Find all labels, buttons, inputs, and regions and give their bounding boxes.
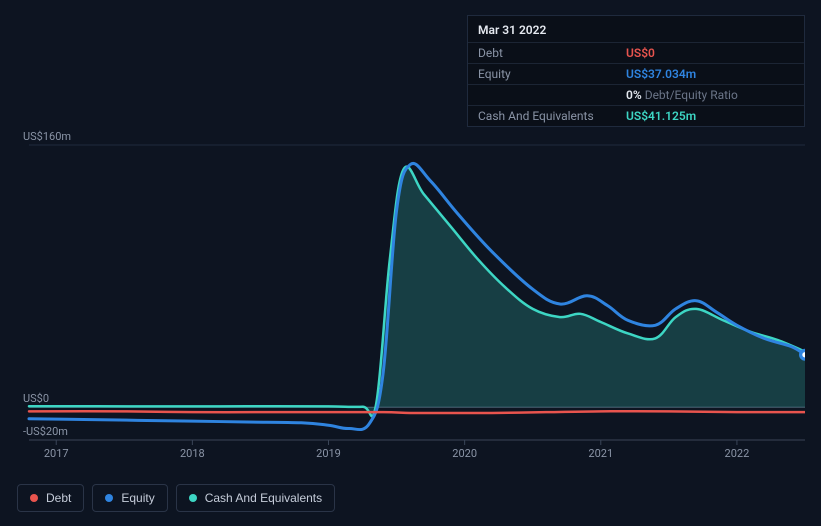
legend-item-debt[interactable]: Debt [17,484,84,512]
tooltip-rows: DebtUS$0EquityUS$37.034m0% Debt/Equity R… [468,42,804,126]
legend-dot [30,494,38,502]
legend-dot [105,494,113,502]
x-axis-label: 2021 [588,447,613,460]
legend-dot [189,494,197,502]
tooltip-row: DebtUS$0 [468,42,804,63]
x-axis-label: 2022 [725,447,750,460]
tooltip-row-value: US$41.125m [626,109,696,123]
legend: Debt Equity Cash And Equivalents [17,484,335,512]
tooltip-row: EquityUS$37.034m [468,63,804,84]
tooltip-row-value: US$0 [626,46,655,60]
legend-label: Debt [46,491,71,505]
y-axis-label: US$160m [23,130,71,143]
tooltip-row-label [478,88,626,102]
tooltip-row: 0% Debt/Equity Ratio [468,84,804,105]
tooltip-row-label: Equity [478,67,626,81]
tooltip-date: Mar 31 2022 [468,16,804,42]
legend-item-cash-and-equivalents[interactable]: Cash And Equivalents [176,484,335,512]
legend-item-equity[interactable]: Equity [92,484,167,512]
tooltip-row-label: Debt [478,46,626,60]
tooltip-row-value: 0% Debt/Equity Ratio [626,88,738,102]
tooltip-row-label: Cash And Equivalents [478,109,626,123]
x-axis-label: 2018 [180,447,205,460]
tooltip-row-value: US$37.034m [626,67,696,81]
y-axis-label: -US$20m [23,425,68,438]
data-tooltip: Mar 31 2022 DebtUS$0EquityUS$37.034m0% D… [467,15,805,127]
y-axis-label: US$0 [23,392,49,405]
tooltip-row: Cash And EquivalentsUS$41.125m [468,105,804,126]
x-axis-label: 2019 [316,447,341,460]
legend-label: Cash And Equivalents [205,491,322,505]
x-axis-label: 2017 [44,447,69,460]
legend-label: Equity [121,491,154,505]
x-axis-label: 2020 [452,447,477,460]
